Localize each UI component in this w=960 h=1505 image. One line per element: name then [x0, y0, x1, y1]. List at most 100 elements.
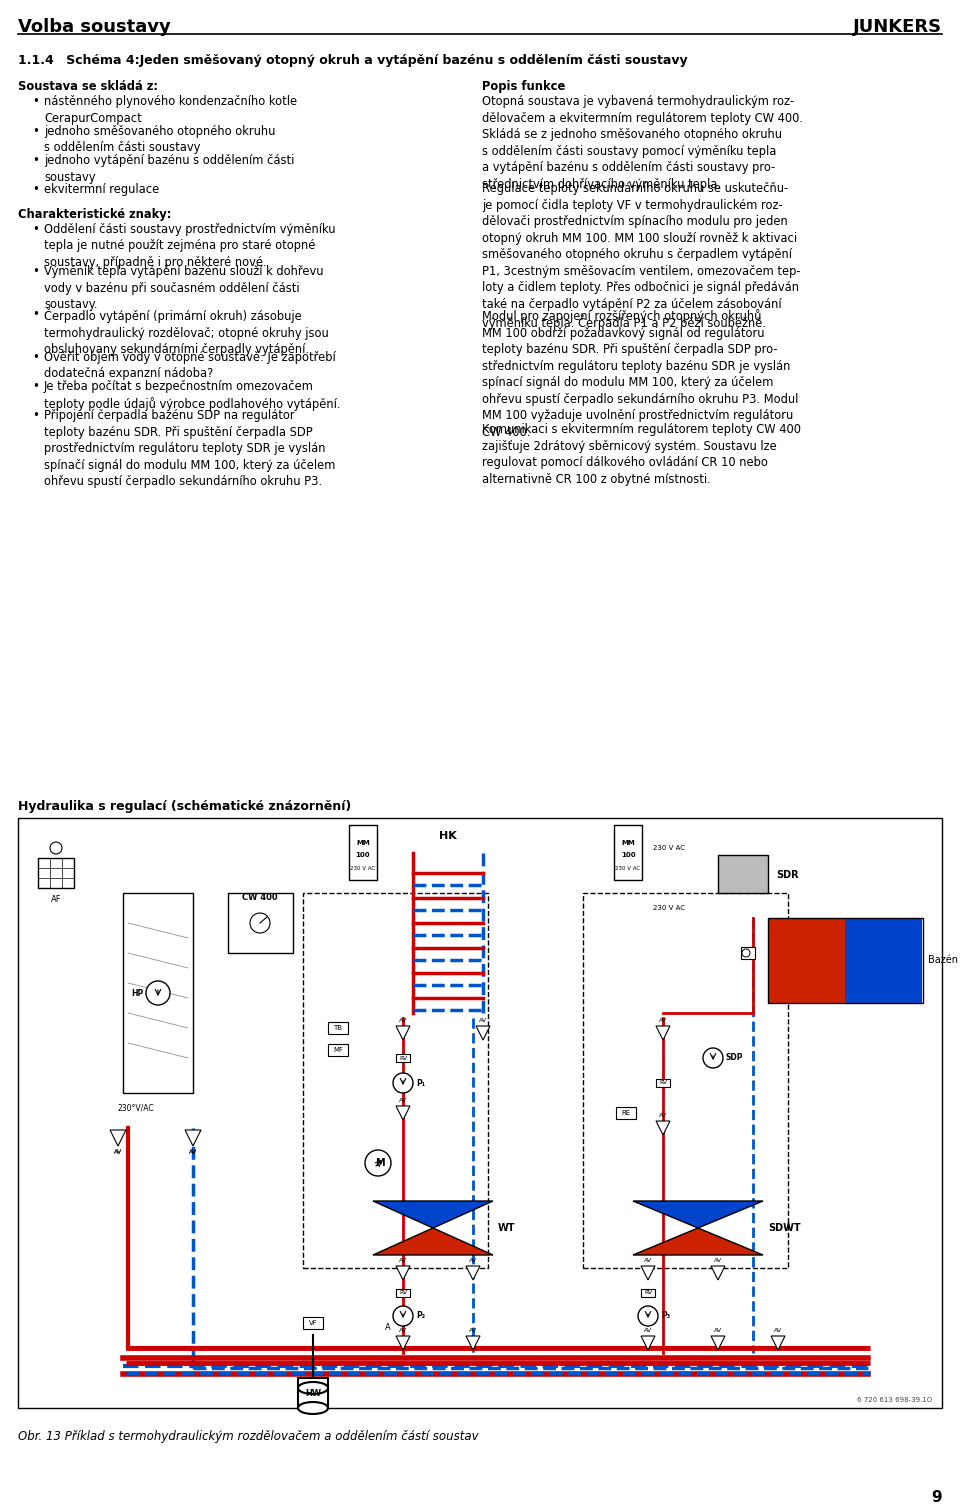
- Polygon shape: [656, 1121, 670, 1135]
- Text: AV: AV: [479, 1017, 487, 1023]
- Text: Bazén: Bazén: [928, 956, 958, 965]
- Polygon shape: [396, 1026, 410, 1040]
- Bar: [718, 855, 768, 892]
- Polygon shape: [711, 1266, 725, 1279]
- Text: P₂: P₂: [416, 1311, 425, 1320]
- Text: Čerpadlo vytápění (primární okruh) zásobuje
termohydraulický rozdělovač; otopné : Čerpadlo vytápění (primární okruh) zásob…: [44, 309, 328, 357]
- Bar: [396, 1054, 410, 1063]
- Text: Volba soustavy: Volba soustavy: [18, 18, 171, 36]
- Bar: [641, 1288, 655, 1297]
- Text: •: •: [32, 409, 38, 423]
- Polygon shape: [711, 1336, 725, 1350]
- Text: •: •: [32, 154, 38, 167]
- Bar: [328, 1044, 348, 1057]
- Text: ekvitermní regulace: ekvitermní regulace: [44, 184, 159, 196]
- Text: AV: AV: [644, 1327, 652, 1333]
- Text: AV: AV: [399, 1017, 407, 1023]
- Text: Komunikaci s ekvitermním regulátorem teploty CW 400
zajišťuje 2drátový sběrnicov: Komunikaci s ekvitermním regulátorem tep…: [482, 423, 801, 486]
- Bar: [228, 892, 293, 953]
- Text: •: •: [32, 184, 38, 196]
- Text: AV: AV: [189, 1150, 197, 1154]
- Text: AV: AV: [468, 1327, 477, 1333]
- Polygon shape: [373, 1228, 493, 1255]
- Polygon shape: [110, 1130, 126, 1145]
- Bar: [616, 1108, 636, 1120]
- Polygon shape: [466, 1266, 480, 1279]
- Text: SDR: SDR: [776, 870, 799, 880]
- Bar: [614, 825, 642, 880]
- Text: •: •: [32, 223, 38, 236]
- Text: •: •: [32, 351, 38, 364]
- Circle shape: [638, 1306, 658, 1326]
- Bar: [349, 825, 377, 880]
- Text: JUNKERS: JUNKERS: [852, 18, 942, 36]
- Text: AV: AV: [399, 1327, 407, 1333]
- Text: nástěnného plynového kondenzačního kotle
CerapurCompact: nástěnného plynového kondenzačního kotle…: [44, 95, 298, 125]
- Text: AV: AV: [659, 1114, 667, 1118]
- Text: RV: RV: [644, 1290, 652, 1296]
- Text: AV: AV: [189, 1148, 197, 1154]
- Text: RV: RV: [399, 1055, 407, 1061]
- Text: Modul pro zapojení rozšířených otopných okruhů
MM 100 obdrží požadavkový signál : Modul pro zapojení rozšířených otopných …: [482, 309, 799, 438]
- Polygon shape: [396, 1266, 410, 1279]
- Bar: [741, 947, 755, 959]
- Text: Výměník tepla vytápění bazénu slouží k dohřevu
vody v bazénu při současném odděl: Výměník tepla vytápění bazénu slouží k d…: [44, 265, 324, 312]
- Text: jednoho vytápění bazénu s oddělením části
soustavy: jednoho vytápění bazénu s oddělením část…: [44, 154, 295, 184]
- Text: AV: AV: [468, 1258, 477, 1263]
- Circle shape: [393, 1073, 413, 1093]
- Text: RV: RV: [399, 1290, 407, 1296]
- Text: AV: AV: [399, 1258, 407, 1263]
- Text: MM: MM: [356, 840, 370, 846]
- Text: Regulace teploty sekundárního okruhu se uskutečňu-
je pomocí čidla teploty VF v : Regulace teploty sekundárního okruhu se …: [482, 182, 801, 330]
- Circle shape: [703, 1047, 723, 1069]
- Text: A: A: [385, 1323, 391, 1332]
- Text: Oddělení části soustavy prostřednictvím výměníku
tepla je nutné použít zejména p: Oddělení části soustavy prostřednictvím …: [44, 223, 335, 269]
- Text: •: •: [32, 95, 38, 108]
- Text: WT: WT: [498, 1224, 516, 1233]
- Text: Hydraulika s regulací (schématické znázornění): Hydraulika s regulací (schématické znázo…: [18, 801, 351, 813]
- Bar: [298, 1379, 328, 1409]
- Text: HP: HP: [131, 989, 143, 998]
- Polygon shape: [641, 1266, 655, 1279]
- Bar: [328, 1022, 348, 1034]
- Bar: [583, 892, 788, 1269]
- Text: MM: MM: [621, 840, 635, 846]
- Text: •: •: [32, 379, 38, 393]
- Text: AV: AV: [774, 1327, 782, 1333]
- Polygon shape: [656, 1026, 670, 1040]
- Text: MF: MF: [333, 1047, 343, 1054]
- Circle shape: [742, 950, 750, 957]
- Text: TB: TB: [333, 1025, 343, 1031]
- Text: AV: AV: [399, 1099, 407, 1103]
- Text: Je třeba počítat s bezpečnostním omezovačem
teploty podle údajů výrobce podlahov: Je třeba počítat s bezpečnostním omezova…: [44, 379, 341, 411]
- Polygon shape: [771, 1336, 785, 1350]
- Text: •: •: [32, 125, 38, 137]
- Text: 230 V AC: 230 V AC: [653, 844, 685, 850]
- Polygon shape: [641, 1336, 655, 1350]
- Bar: [768, 918, 845, 1002]
- Text: RV: RV: [659, 1081, 667, 1085]
- Polygon shape: [373, 1201, 493, 1228]
- Bar: [656, 1079, 670, 1087]
- Text: Soustava se skládá z:: Soustava se skládá z:: [18, 80, 158, 93]
- Bar: [18, 819, 942, 1409]
- Text: jednoho směšovaného otopného okruhu
s oddělením části soustavy: jednoho směšovaného otopného okruhu s od…: [44, 125, 276, 154]
- Text: CW 400: CW 400: [242, 894, 277, 903]
- Text: AV: AV: [114, 1150, 122, 1154]
- Text: Obr. 13 Příklad s termohydraulickým rozdělovačem a oddělením částí soustav: Obr. 13 Příklad s termohydraulickým rozd…: [18, 1430, 479, 1443]
- Text: Ověřit objem vody v otopné soustavě: Je zapotřebí
dodatečná expanzní nádoba?: Ověřit objem vody v otopné soustavě: Je …: [44, 351, 336, 381]
- Text: •: •: [32, 265, 38, 278]
- Text: SDWT: SDWT: [768, 1224, 801, 1233]
- Text: P₁: P₁: [416, 1079, 425, 1088]
- Bar: [303, 1317, 323, 1329]
- Text: Otopná soustava je vybavená termohydraulickým roz-
dělovačem a ekvitermním regul: Otopná soustava je vybavená termohydraul…: [482, 95, 803, 191]
- Text: AV: AV: [714, 1258, 722, 1263]
- Text: 230 V AC: 230 V AC: [350, 867, 375, 871]
- Bar: [38, 858, 74, 888]
- Polygon shape: [633, 1201, 763, 1228]
- Text: Popis funkce: Popis funkce: [482, 80, 565, 93]
- Text: Charakteristické znaky:: Charakteristické znaky:: [18, 208, 172, 221]
- Text: 6 720 613 698-39.1O: 6 720 613 698-39.1O: [856, 1397, 932, 1403]
- Polygon shape: [476, 1026, 490, 1040]
- Bar: [768, 918, 923, 1002]
